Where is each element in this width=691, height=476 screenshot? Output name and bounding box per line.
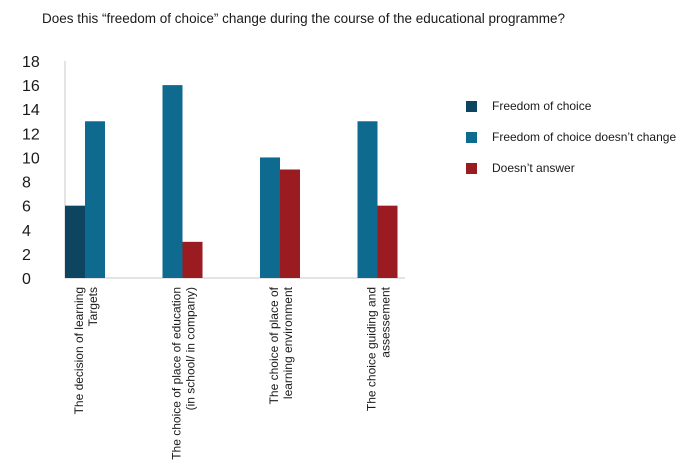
legend-swatch: [466, 162, 477, 174]
x-category-label-line: learning environment: [281, 286, 295, 399]
chart-title: Does this “freedom of choice” change dur…: [42, 11, 566, 26]
x-category-label-line: (in school/ in company): [184, 287, 198, 410]
x-category-label: The choice of place of learning environme…: [267, 286, 295, 404]
bar: [357, 121, 378, 279]
y-tick-label: 6: [22, 199, 31, 216]
legend-label: Freedom of choice: [492, 99, 592, 113]
x-category-label: The choice of place of education (in scho…: [170, 287, 198, 460]
legend-label: Freedom of choice doesn’t change: [492, 130, 677, 144]
legend-item-no-change: Freedom of choice doesn’t change: [466, 129, 676, 145]
y-tick-label: 18: [22, 54, 40, 71]
x-category-label-line: The choice guiding and: [365, 287, 379, 411]
legend-swatch: [466, 100, 477, 112]
y-tick-label: 10: [22, 150, 40, 167]
x-category-label-line: Targets: [86, 287, 100, 326]
legend: Freedom of choice Freedom of choice does…: [466, 98, 676, 191]
bar: [280, 169, 300, 278]
bar: [260, 157, 280, 278]
y-tick-label: 2: [22, 247, 31, 264]
x-category-label: The decision of learning Targets: [72, 287, 100, 414]
x-category-label: The choice guiding and assessement: [365, 286, 393, 411]
bar: [182, 241, 203, 278]
y-tick-label: 0: [22, 271, 31, 288]
y-tick-label: 12: [22, 126, 40, 143]
x-category-label-line: The choice of place of education: [170, 287, 184, 460]
y-tick-label: 14: [22, 102, 40, 119]
x-category-label-line: The decision of learning: [72, 287, 86, 414]
y-tick-label: 16: [22, 78, 40, 95]
bar: [162, 85, 183, 278]
bar: [377, 205, 398, 278]
legend-item-freedom-of-choice: Freedom of choice: [466, 98, 676, 114]
bar: [85, 121, 105, 279]
y-tick-label: 8: [22, 175, 31, 192]
y-tick-label: 4: [22, 223, 31, 240]
x-category-label-line: The choice of place of: [267, 286, 281, 404]
legend-label: Doesn’t answer: [492, 161, 575, 175]
legend-swatch: [466, 131, 477, 143]
bar: [65, 205, 85, 278]
x-category-label-line: assessement: [379, 286, 393, 357]
legend-item-no-answer: Doesn’t answer: [466, 160, 676, 176]
